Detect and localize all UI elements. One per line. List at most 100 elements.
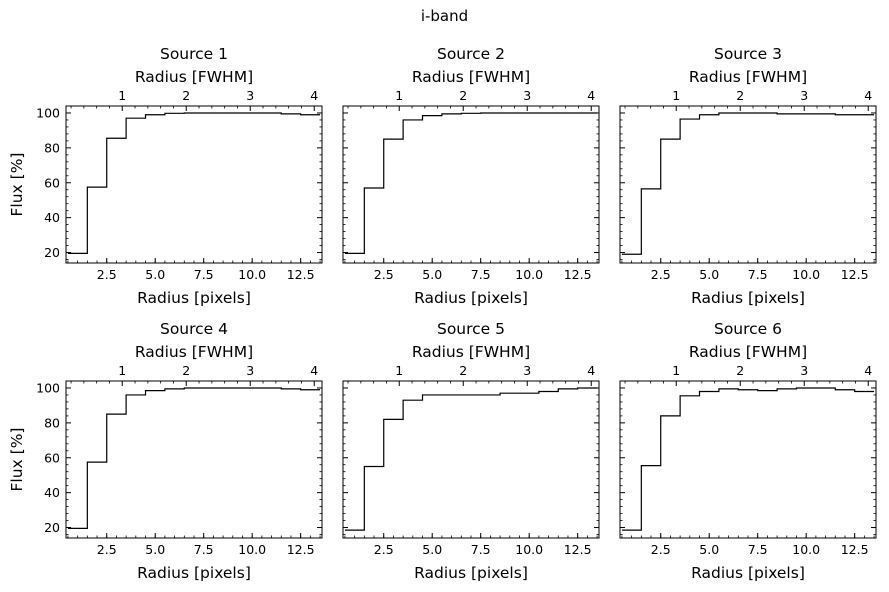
axes-frame <box>65 105 323 264</box>
x-axis-label: Radius [pixels] <box>137 289 251 307</box>
top-tick-label: 4 <box>310 363 318 378</box>
top-tick-label: 2 <box>736 88 744 103</box>
x-axis-label: Radius [pixels] <box>414 289 528 307</box>
top-tick-label: 1 <box>672 363 680 378</box>
y-tick-label: 100 <box>36 380 60 395</box>
subplot-3: 2.5 5.0 7.5 10.0 12.5 1 2 3 4 Source 3 Radius [FWH… <box>619 45 877 307</box>
x-tick-label: 12.5 <box>564 267 592 282</box>
top-tick-label: 1 <box>118 363 126 378</box>
x-tick-label: 7.5 <box>194 267 214 282</box>
secondary-x-axis-label: Radius [FWHM] <box>412 68 530 86</box>
axes-frame <box>342 380 600 539</box>
x-tick-label: 2.5 <box>97 267 117 282</box>
flux-step-line <box>621 112 875 255</box>
axes-frame <box>619 380 877 539</box>
x-tick-label: 5.0 <box>145 267 165 282</box>
y-axis-label: Flux [%] <box>8 428 26 492</box>
subplot-title: Source 1 <box>160 45 228 63</box>
x-tick-label: 7.5 <box>471 542 491 557</box>
x-tick-label: 10.0 <box>515 542 543 557</box>
subplot-5: 2.5 5.0 7.5 10.0 12.5 1 2 3 4 Source 5 Radius [FWH… <box>342 320 600 582</box>
y-tick-label: 100 <box>36 105 60 120</box>
axes-frame <box>342 105 600 264</box>
x-tick-label: 2.5 <box>651 267 671 282</box>
x-axis-label: Radius [pixels] <box>691 289 805 307</box>
x-tick-label: 5.0 <box>699 542 719 557</box>
flux-step-line <box>67 387 321 530</box>
subplot-2: 2.5 5.0 7.5 10.0 12.5 1 2 3 4 Source 2 Radius [FWH… <box>342 45 600 307</box>
y-tick-label: 80 <box>44 140 60 155</box>
x-tick-label: 10.0 <box>792 542 820 557</box>
subplot-1: 2.5 5.0 7.5 10.0 12.5 20 40 60 80 100 1 2 3 4 Source 1… <box>8 45 323 307</box>
y-tick-label: 60 <box>44 175 60 190</box>
x-axis-label: Radius [pixels] <box>137 564 251 582</box>
top-tick-label: 1 <box>672 88 680 103</box>
x-tick-label: 10.0 <box>238 267 266 282</box>
x-tick-label: 12.5 <box>287 267 315 282</box>
top-tick-label: 4 <box>864 88 872 103</box>
top-tick-label: 2 <box>459 88 467 103</box>
y-tick-label: 20 <box>44 245 60 260</box>
x-tick-label: 7.5 <box>471 267 491 282</box>
x-tick-label: 5.0 <box>699 267 719 282</box>
figure-suptitle: i-band <box>420 7 469 25</box>
flux-step-line <box>621 387 875 531</box>
top-tick-label: 2 <box>459 363 467 378</box>
top-tick-label: 4 <box>587 363 595 378</box>
flux-step-line <box>344 387 598 531</box>
x-tick-label: 12.5 <box>287 542 315 557</box>
top-tick-label: 1 <box>395 363 403 378</box>
x-tick-label: 10.0 <box>515 267 543 282</box>
x-axis-label: Radius [pixels] <box>691 564 805 582</box>
axes-frame <box>65 380 323 539</box>
flux-step-line <box>67 112 321 255</box>
x-tick-label: 7.5 <box>194 542 214 557</box>
x-tick-label: 2.5 <box>651 542 671 557</box>
subplot-6: 2.5 5.0 7.5 10.0 12.5 1 2 3 4 Source 6 Radius [FWH… <box>619 320 877 582</box>
x-tick-label: 5.0 <box>422 267 442 282</box>
x-tick-label: 7.5 <box>748 267 768 282</box>
subplot-title: Source 3 <box>714 45 782 63</box>
top-tick-label: 3 <box>523 88 531 103</box>
y-tick-label: 20 <box>44 520 60 535</box>
subplot-title: Source 4 <box>160 320 228 338</box>
x-tick-label: 12.5 <box>564 542 592 557</box>
y-tick-label: 60 <box>44 450 60 465</box>
top-tick-label: 2 <box>736 363 744 378</box>
x-tick-label: 5.0 <box>422 542 442 557</box>
x-tick-label: 2.5 <box>374 267 394 282</box>
flux-step-line <box>344 112 598 255</box>
y-tick-label: 40 <box>44 210 60 225</box>
x-tick-label: 7.5 <box>748 542 768 557</box>
top-tick-label: 3 <box>246 363 254 378</box>
top-tick-label: 3 <box>800 363 808 378</box>
subplot-4: 2.5 5.0 7.5 10.0 12.5 20 40 60 80 100 1 2 3 4 Source 4… <box>8 320 323 582</box>
x-tick-label: 10.0 <box>238 542 266 557</box>
secondary-x-axis-label: Radius [FWHM] <box>135 68 253 86</box>
top-tick-label: 4 <box>310 88 318 103</box>
y-axis-label: Flux [%] <box>8 153 26 217</box>
top-tick-label: 3 <box>246 88 254 103</box>
y-tick-label: 40 <box>44 485 60 500</box>
secondary-x-axis-label: Radius [FWHM] <box>689 343 807 361</box>
x-tick-label: 2.5 <box>97 542 117 557</box>
subplot-title: Source 2 <box>437 45 505 63</box>
axes-frame <box>619 105 877 264</box>
y-tick-label: 80 <box>44 415 60 430</box>
x-tick-label: 12.5 <box>841 542 869 557</box>
top-tick-label: 4 <box>864 363 872 378</box>
subplot-title: Source 6 <box>714 320 782 338</box>
top-tick-label: 2 <box>182 363 190 378</box>
top-tick-label: 2 <box>182 88 190 103</box>
x-tick-label: 2.5 <box>374 542 394 557</box>
subplot-title: Source 5 <box>437 320 505 338</box>
x-tick-label: 10.0 <box>792 267 820 282</box>
secondary-x-axis-label: Radius [FWHM] <box>412 343 530 361</box>
top-tick-label: 1 <box>395 88 403 103</box>
x-axis-label: Radius [pixels] <box>414 564 528 582</box>
top-tick-label: 3 <box>523 363 531 378</box>
top-tick-label: 4 <box>587 88 595 103</box>
secondary-x-axis-label: Radius [FWHM] <box>689 68 807 86</box>
